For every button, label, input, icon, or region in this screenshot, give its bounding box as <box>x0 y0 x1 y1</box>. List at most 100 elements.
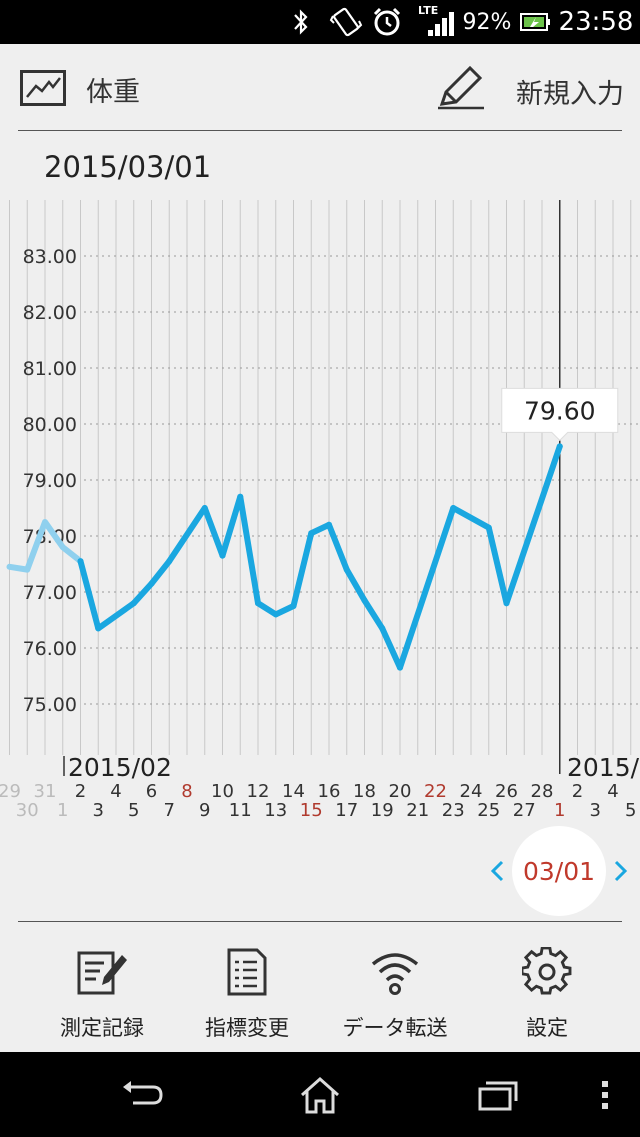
date-picker-circle[interactable]: 03/01 <box>512 826 606 916</box>
data-point <box>272 611 279 618</box>
x-tick-label: 12 <box>247 781 270 802</box>
tool-change-index[interactable]: 指標変更 <box>172 924 322 1052</box>
x-tick-label: 17 <box>335 800 358 821</box>
data-point <box>148 580 155 587</box>
tooltip-box <box>501 387 619 442</box>
data-point <box>237 493 244 500</box>
x-tick-label: 5 <box>625 800 636 821</box>
bluetooth-icon <box>288 0 314 44</box>
x-tick-label: 26 <box>495 781 518 802</box>
month-label: 2015/02 <box>68 753 172 782</box>
x-tick-label: 24 <box>460 781 483 802</box>
series-line-previous <box>6 519 84 573</box>
x-tick-label: 2 <box>75 781 86 802</box>
home-icon[interactable] <box>288 1052 352 1137</box>
x-tick-label: 31 <box>34 781 57 802</box>
y-tick-label: 76.00 <box>23 638 77 660</box>
data-point <box>556 443 563 450</box>
data-point <box>130 600 137 607</box>
alarm-icon <box>370 0 404 44</box>
x-tick-label: 3 <box>93 800 104 821</box>
data-point <box>290 603 297 609</box>
chevron-right-icon[interactable] <box>612 856 630 886</box>
edit-note-icon <box>74 944 130 1000</box>
x-tick-label: 29 <box>0 781 21 802</box>
data-point <box>77 558 84 565</box>
x-tick-label: 19 <box>371 800 394 821</box>
data-point <box>255 600 261 607</box>
gear-icon <box>519 944 575 1000</box>
data-point <box>450 505 457 511</box>
x-tick-label: 4 <box>110 781 121 802</box>
chevron-left-icon[interactable] <box>488 856 506 886</box>
tool-label: 指標変更 <box>205 1016 289 1040</box>
x-tick-label: 23 <box>442 800 465 821</box>
data-point <box>95 625 102 632</box>
x-tick-label: 3 <box>590 800 601 821</box>
menu-icon[interactable] <box>590 1052 620 1137</box>
data-point <box>201 505 208 511</box>
x-tick-label: 18 <box>353 781 376 802</box>
x-tick-label: 7 <box>164 800 175 821</box>
vibrate-icon <box>326 0 366 44</box>
pencil-icon[interactable] <box>436 64 486 114</box>
x-tick-label: 28 <box>531 781 554 802</box>
back-icon[interactable] <box>110 1052 174 1137</box>
y-tick-label: 80.00 <box>23 414 77 436</box>
x-tick-label: 25 <box>477 800 500 821</box>
x-tick-label: 2 <box>572 781 583 802</box>
y-tick-label: 83.00 <box>23 246 77 268</box>
month-label: 2015/0 <box>567 753 640 782</box>
weight-chart[interactable]: 83.0082.0081.0080.0079.0078.0077.0076.00… <box>0 200 640 840</box>
status-bar: LTE 92% 23:58 <box>0 0 640 44</box>
chart-icon[interactable] <box>20 70 66 110</box>
system-navbar <box>0 1052 640 1137</box>
x-tick-label: 13 <box>264 800 287 821</box>
data-point <box>397 664 403 671</box>
data-point <box>361 597 368 604</box>
data-point <box>166 558 173 565</box>
x-tick-label: 4 <box>607 781 618 802</box>
data-point <box>308 530 315 537</box>
x-tick-label: 1 <box>57 800 68 821</box>
tool-data-transfer[interactable]: データ転送 <box>320 924 470 1052</box>
selected-date-label: 2015/03/01 <box>44 150 212 184</box>
tool-label: データ転送 <box>342 1016 448 1040</box>
x-tick-label: 15 <box>300 800 323 821</box>
tool-measurement-record[interactable]: 測定記録 <box>27 924 177 1052</box>
x-tick-label: 6 <box>146 781 157 802</box>
toolbar-divider <box>18 921 622 922</box>
y-tick-label: 81.00 <box>23 358 77 380</box>
data-point <box>219 552 226 559</box>
tool-label: 測定記録 <box>60 1016 144 1040</box>
x-tick-label: 27 <box>513 800 536 821</box>
new-entry-button[interactable]: 新規入力 <box>516 79 624 110</box>
battery-icon <box>518 0 552 44</box>
lte-signal-icon: LTE <box>416 0 456 44</box>
y-tick-label: 79.00 <box>23 470 77 492</box>
x-tick-label: 14 <box>282 781 305 802</box>
x-tick-label: 30 <box>16 800 39 821</box>
x-tick-label: 8 <box>181 781 192 802</box>
y-tick-label: 82.00 <box>23 302 77 324</box>
bottom-toolbar: 測定記録 指標変更 データ転送 設定 <box>0 924 640 1052</box>
date-picker-value: 03/01 <box>522 856 596 886</box>
x-tick-label: 1 <box>554 800 565 821</box>
data-point <box>503 600 510 607</box>
tooltip-value: 79.60 <box>524 396 596 425</box>
x-tick-label: 22 <box>424 781 447 802</box>
date-picker: 03/01 <box>486 826 640 916</box>
data-point <box>343 566 350 573</box>
tool-label: 設定 <box>526 1016 568 1040</box>
tool-settings[interactable]: 設定 <box>472 924 622 1052</box>
recent-apps-icon[interactable] <box>466 1052 530 1137</box>
x-tick-label: 16 <box>318 781 341 802</box>
x-tick-label: 9 <box>199 800 210 821</box>
x-tick-label: 21 <box>406 800 429 821</box>
x-tick-label: 10 <box>211 781 234 802</box>
wifi-icon <box>367 944 423 1000</box>
data-point <box>326 521 332 528</box>
page-title: 体重 <box>86 77 140 108</box>
header-divider <box>18 130 622 131</box>
document-list-icon <box>219 944 275 1000</box>
